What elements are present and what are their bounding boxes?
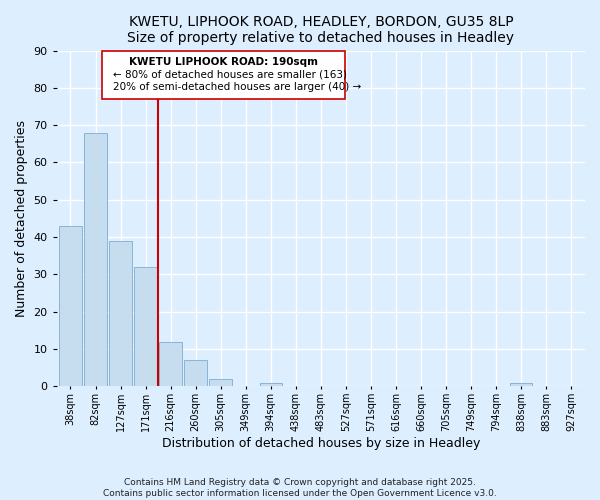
Bar — [260, 382, 282, 386]
Bar — [160, 342, 182, 386]
Text: 20% of semi-detached houses are larger (40) →: 20% of semi-detached houses are larger (… — [113, 82, 361, 92]
Text: Contains HM Land Registry data © Crown copyright and database right 2025.
Contai: Contains HM Land Registry data © Crown c… — [103, 478, 497, 498]
Title: KWETU, LIPHOOK ROAD, HEADLEY, BORDON, GU35 8LP
Size of property relative to deta: KWETU, LIPHOOK ROAD, HEADLEY, BORDON, GU… — [127, 15, 514, 45]
Bar — [109, 241, 132, 386]
X-axis label: Distribution of detached houses by size in Headley: Distribution of detached houses by size … — [161, 437, 480, 450]
Text: KWETU LIPHOOK ROAD: 190sqm: KWETU LIPHOOK ROAD: 190sqm — [128, 58, 317, 68]
Bar — [209, 379, 232, 386]
Y-axis label: Number of detached properties: Number of detached properties — [15, 120, 28, 317]
Bar — [134, 267, 157, 386]
FancyBboxPatch shape — [101, 50, 344, 99]
Bar — [84, 132, 107, 386]
Bar — [184, 360, 207, 386]
Bar — [59, 226, 82, 386]
Text: ← 80% of detached houses are smaller (163): ← 80% of detached houses are smaller (16… — [113, 70, 347, 80]
Bar — [510, 382, 532, 386]
